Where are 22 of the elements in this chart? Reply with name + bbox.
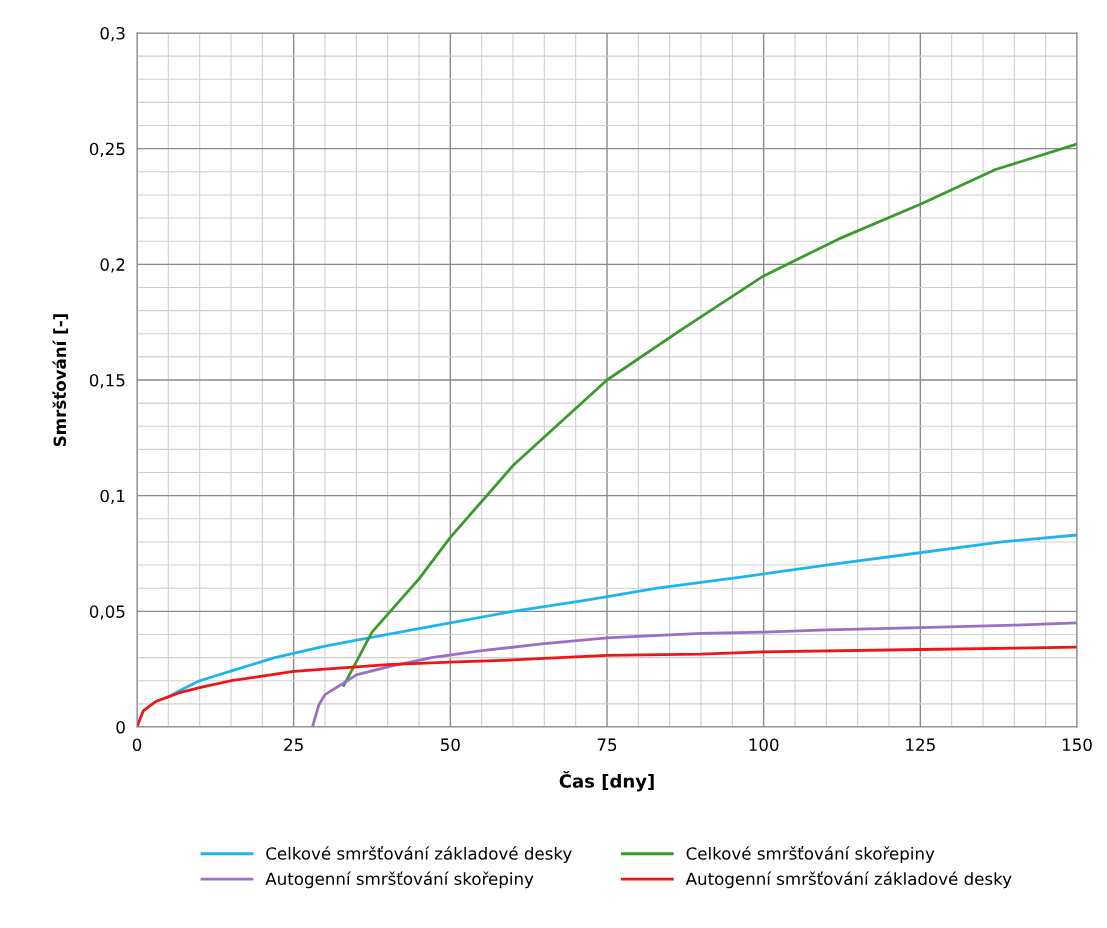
y-tick-label: 0,15	[89, 373, 125, 389]
y-tick-label: 0,25	[89, 142, 125, 157]
x-tick-label: 50	[441, 738, 460, 752]
x-tick-label: 100	[749, 738, 779, 752]
x-tick-label: 150	[1062, 738, 1092, 752]
legend-label: Autogenní smršťování skořepiny	[265, 871, 534, 889]
legend-label: Celkové smršťování skořepiny	[686, 846, 935, 864]
line-series	[311, 621, 1077, 727]
x-tick-label: 75	[597, 738, 617, 752]
y-tick-label: 0,1	[100, 489, 125, 504]
x-tick-label: 125	[906, 738, 935, 752]
x-axis-title: Čas [dny]	[559, 770, 654, 792]
legend-label: Celkové smršťování základové desky	[266, 846, 572, 864]
y-tick-label: 0	[116, 720, 125, 734]
y-tick-label: 0,2	[100, 258, 125, 273]
y-tick-label: 0,3	[100, 26, 125, 42]
y-axis-title: Smršťování [-]	[52, 314, 69, 447]
line-series	[342, 142, 1077, 687]
y-tick-label: 0,05	[89, 605, 125, 620]
x-tick-label: 25	[284, 738, 303, 752]
legend-label: Autogenní smršťování základové desky	[685, 871, 1012, 889]
x-tick-label: 0	[132, 738, 142, 752]
